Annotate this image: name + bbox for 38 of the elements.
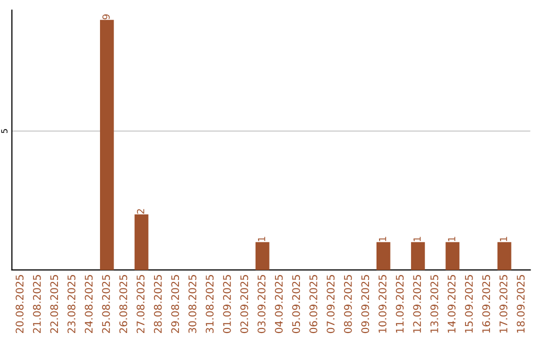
data-label: 1 xyxy=(448,236,456,242)
x-tick-label: 21.08.2025 xyxy=(32,275,41,334)
data-label: 1 xyxy=(378,236,386,242)
data-label: 1 xyxy=(500,236,508,242)
x-tick-label: 15.09.2025 xyxy=(464,275,473,333)
x-tick-label: 18.09.2025 xyxy=(516,275,525,333)
x-tick-label: 23.08.2025 xyxy=(68,275,76,334)
x-tick-label: 30.08.2025 xyxy=(188,275,196,333)
x-tick-label: 06.09.2025 xyxy=(309,275,318,334)
x-tick-label: 22.08.2025 xyxy=(50,275,58,334)
x-tick-label: 26.08.2025 xyxy=(119,275,128,334)
data-label: 2 xyxy=(136,209,144,214)
x-tick-label: 04.09.2025 xyxy=(274,275,283,334)
x-tick-label: 03.09.2025 xyxy=(258,275,266,334)
x-tick-label: 24.08.2025 xyxy=(84,275,93,334)
x-tick-label: 13.09.2025 xyxy=(430,275,438,333)
data-label: 1 xyxy=(258,236,266,242)
x-tick-label: 25.08.2025 xyxy=(102,275,110,334)
x-tick-label: 09.09.2025 xyxy=(361,275,370,334)
x-tick-label: 05.09.2025 xyxy=(292,275,300,334)
data-label: 9 xyxy=(102,14,110,20)
x-tick-label: 20.08.2025 xyxy=(16,275,24,334)
x-tick-label: 10.09.2025 xyxy=(378,275,386,333)
x-tick-label: 31.08.2025 xyxy=(206,275,214,333)
x-tick-label: 11.09.2025 xyxy=(396,275,404,333)
x-tick-label: 07.09.2025 xyxy=(326,275,335,334)
x-tick-label: 08.09.2025 xyxy=(344,275,352,334)
x-tick-label: 28.08.2025 xyxy=(154,275,162,334)
x-tick-label: 16.09.2025 xyxy=(482,275,490,333)
x-tick-label: 29.08.2025 xyxy=(171,275,180,334)
x-tick-label: 02.09.2025 xyxy=(240,275,248,334)
x-tick-label: 14.09.2025 xyxy=(448,275,456,333)
x-tick-label: 01.09.2025 xyxy=(223,275,231,334)
x-tick-label: 12.09.2025 xyxy=(413,275,421,333)
y-tick-label: 5 xyxy=(1,129,8,134)
data-label: 1 xyxy=(414,236,421,242)
x-tick-label: 27.08.2025 xyxy=(136,275,144,334)
x-tick-label: 17.09.2025 xyxy=(500,275,508,333)
